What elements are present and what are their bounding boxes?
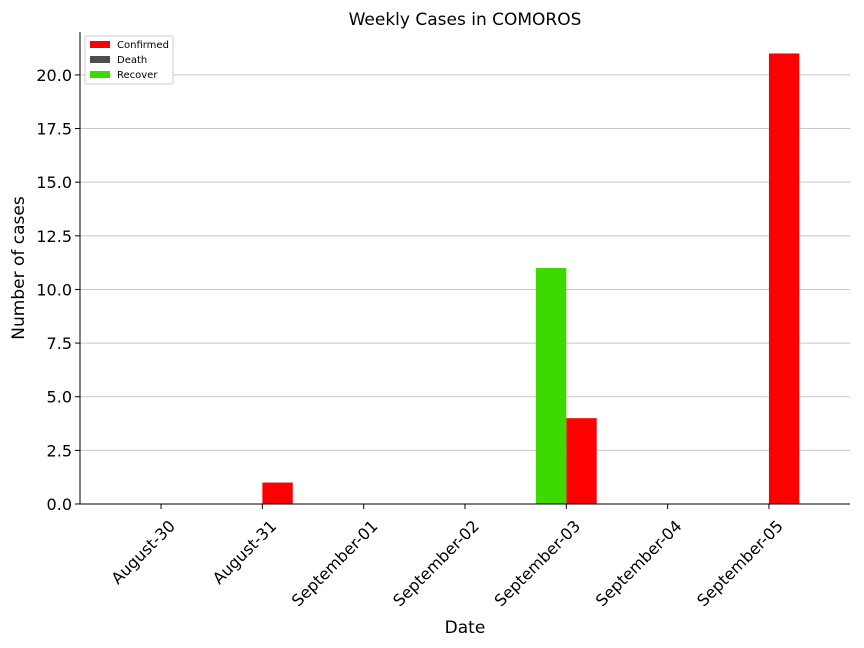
bars — [262, 53, 800, 505]
y-tick-label: 2.5 — [47, 441, 72, 460]
y-tick-label: 7.5 — [47, 334, 72, 353]
x-ticks: August-30 August-31 September-01 September-… — [107, 504, 787, 610]
x-tick-label: September-04 — [592, 516, 686, 610]
bar-confirmed-september-05 — [768, 53, 800, 505]
y-tick-label: 17.5 — [36, 120, 72, 139]
legend-label-recover: Recover — [117, 70, 158, 81]
x-tick-label: September-01 — [288, 516, 382, 610]
x-tick-label: September-03 — [490, 516, 584, 610]
y-tick-label: 12.5 — [36, 227, 72, 246]
x-tick-label: August-30 — [107, 516, 179, 588]
legend-swatch-confirmed — [90, 41, 110, 48]
x-tick-label: September-05 — [693, 516, 787, 610]
y-tick-label: 15.0 — [36, 173, 72, 192]
chart-title: Weekly Cases in COMOROS — [349, 10, 582, 30]
bar-recover-september-03 — [535, 268, 567, 504]
y-tick-label: 0.0 — [47, 495, 72, 514]
y-ticks: 0.0 2.5 5.0 7.5 10.0 12.5 15.0 17.5 20.0 — [36, 66, 80, 514]
legend-swatch-death — [90, 56, 110, 63]
axes — [79, 32, 850, 505]
y-tick-label: 20.0 — [36, 66, 72, 85]
x-axis-label: Date — [445, 618, 486, 638]
bar-confirmed-august-31 — [262, 482, 293, 504]
y-tick-label: 5.0 — [47, 388, 72, 407]
x-tick-label: September-02 — [389, 516, 483, 610]
gridlines — [80, 74, 850, 451]
y-axis-label: Number of cases — [9, 196, 29, 340]
legend-label-confirmed: Confirmed — [117, 40, 169, 51]
x-tick-label: August-31 — [209, 516, 281, 588]
bar-confirmed-september-03 — [566, 418, 597, 504]
legend: Confirmed Death Recover — [84, 35, 174, 85]
legend-swatch-recover — [90, 71, 110, 78]
legend-label-death: Death — [117, 55, 147, 66]
y-tick-label: 10.0 — [36, 280, 72, 299]
